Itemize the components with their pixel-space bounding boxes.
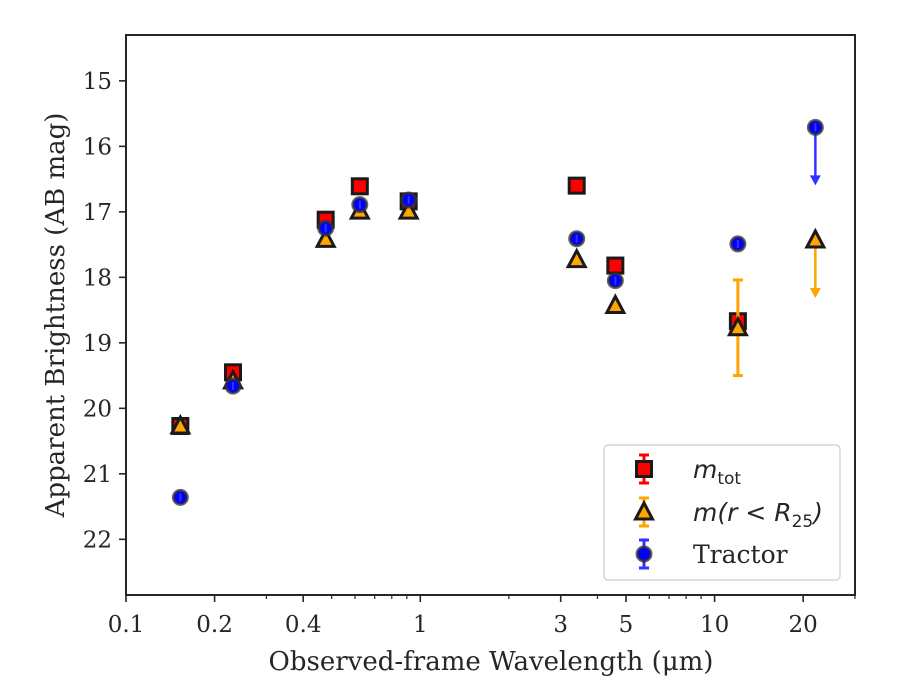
y-tick-label: 22: [83, 527, 112, 553]
y-tick-label: 16: [83, 134, 112, 160]
y-tick-label: 18: [83, 265, 112, 291]
x-tick-label: 0.2: [196, 612, 233, 638]
data-point: [726, 315, 749, 337]
x-tick-label: 20: [789, 612, 818, 638]
data-point: [606, 256, 625, 275]
data-point: [567, 176, 586, 195]
legend-label: m(r < R25): [693, 498, 823, 532]
data-point: [604, 293, 627, 315]
x-tick-label: 3: [553, 612, 568, 638]
legend-box: [603, 444, 841, 581]
x-tick-label: 0.1: [108, 612, 145, 638]
legend-label: Tractor: [693, 540, 788, 569]
data-point: [314, 227, 337, 248]
y-tick-label: 21: [83, 462, 112, 488]
y-tick-label: 19: [83, 331, 112, 357]
plot-frame: [125, 34, 856, 596]
legend-marker: [635, 545, 653, 563]
legend-label-subscript: tot: [717, 469, 741, 489]
legend-label-main: m(r < R: [693, 498, 792, 527]
legend-entry-triangle: m(r < R25): [633, 496, 823, 532]
upper-limit-arrow: [809, 288, 821, 299]
legend-label-subscript: 25: [792, 512, 814, 532]
data-point: [397, 198, 420, 220]
series-circle: [171, 118, 824, 506]
legend-marker: [633, 499, 655, 521]
x-axis-label: Observed-frame Wavelength (μm): [269, 647, 714, 677]
y-tick-label: 20: [83, 396, 112, 422]
legend-label-main: Tractor: [693, 540, 788, 569]
data-point: [169, 413, 192, 435]
x-tick-label: 10: [700, 612, 729, 638]
axis-ticks: 0.1 0.2 0.4 1 3 5 10 20 15 16 17 18 19 20 21 22: [83, 69, 856, 638]
series-triangle: [169, 198, 827, 435]
x-tick-label: 5: [619, 612, 634, 638]
legend-label-tail: ): [811, 498, 823, 527]
legend-label: mtot: [693, 455, 741, 489]
legend: mtot m(r < R25) Tractor: [603, 444, 841, 581]
legend-marker: [635, 460, 653, 478]
legend-entry-square: mtot: [635, 453, 741, 489]
legend-entry-circle: Tractor: [635, 538, 788, 570]
data-marks: [169, 118, 827, 506]
y-axis-label: Apparent Brightness (AB mag): [41, 113, 71, 519]
legend-label-main: m: [693, 455, 717, 484]
upper-limit-arrow: [809, 175, 821, 186]
data-point: [565, 247, 588, 269]
y-tick-label: 15: [83, 69, 112, 95]
data-point: [804, 227, 827, 249]
x-tick-label: 0.4: [285, 612, 322, 638]
data-point: [350, 177, 369, 196]
y-tick-label: 17: [83, 200, 112, 226]
x-tick-label: 1: [413, 612, 428, 638]
